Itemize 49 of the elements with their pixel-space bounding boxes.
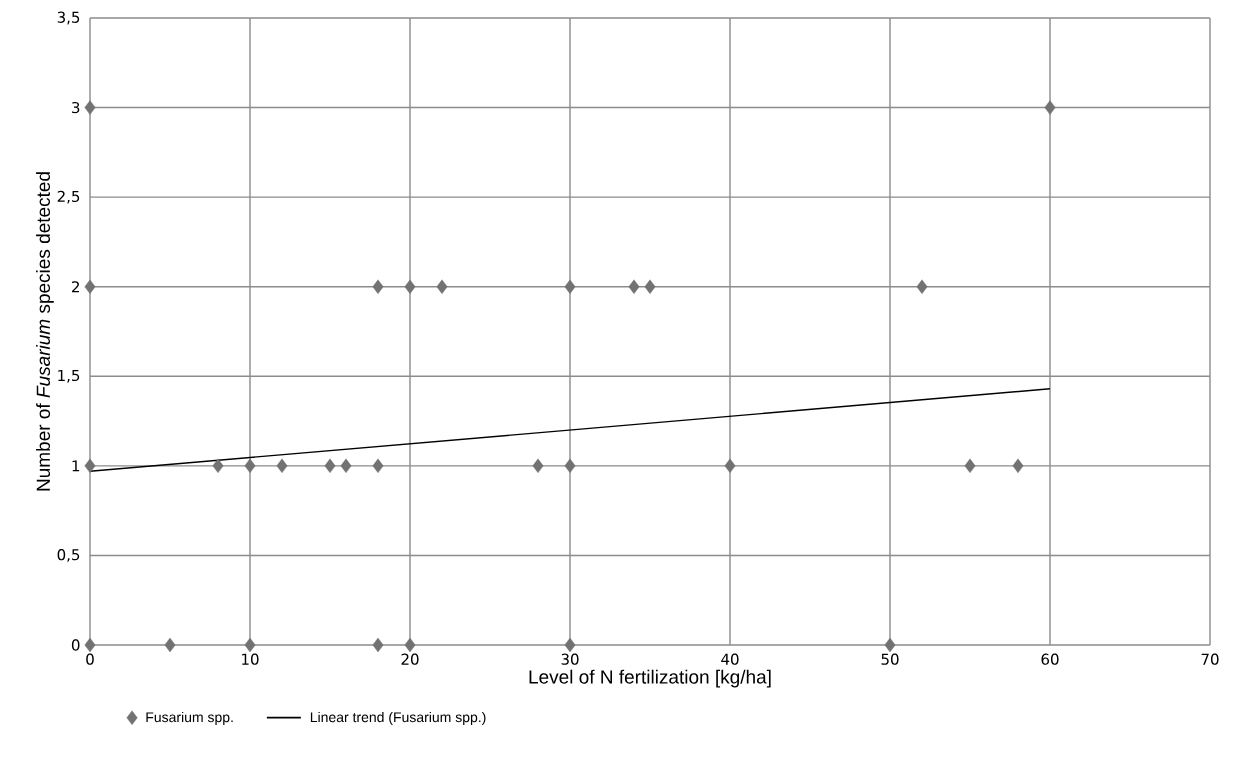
point [964, 458, 976, 474]
point [244, 637, 256, 653]
x-tick-label: 70 [1201, 653, 1219, 665]
point [916, 279, 928, 294]
point [244, 458, 256, 474]
point [372, 458, 384, 474]
point [84, 458, 96, 474]
x-tick-label: 30 [561, 653, 579, 665]
point [1044, 100, 1056, 115]
point [884, 637, 896, 653]
point [84, 637, 96, 653]
point [372, 637, 384, 653]
y-tick-label: 3,5 [57, 11, 80, 25]
point [628, 279, 640, 294]
point [564, 458, 576, 474]
x-tick-label: 10 [242, 653, 259, 665]
y-tick-label: 1 [72, 460, 80, 472]
y-axis-title: Number of Fusarium species detected [36, 172, 54, 491]
point [276, 458, 288, 474]
x-tick-label: 50 [881, 653, 899, 665]
y-tick-label: 0 [71, 639, 80, 651]
x-axis-title: Level of N fertilization [kg/ha] [529, 669, 771, 688]
point [436, 279, 448, 294]
point [212, 458, 224, 474]
x-tick-label: 0 [86, 653, 94, 665]
point [532, 458, 544, 474]
point [404, 637, 416, 653]
x-tick-label: 60 [1041, 653, 1059, 665]
point [564, 637, 576, 653]
x-tick-label: 40 [721, 653, 739, 665]
y-tick-label: 1,5 [58, 369, 80, 383]
point [404, 279, 416, 294]
point [84, 100, 96, 115]
point [324, 458, 336, 474]
y-tick-label: 0,5 [57, 548, 80, 562]
y-tick-label: 3 [72, 101, 80, 114]
point [724, 458, 736, 474]
x-tick-label: 20 [401, 653, 419, 665]
point [372, 279, 384, 294]
point [1012, 458, 1024, 474]
legend-label: Fusarium spp. [146, 711, 233, 725]
point [164, 637, 176, 653]
y-tick-label: 2 [72, 281, 79, 293]
point [340, 458, 352, 474]
legend-label: Linear trend (Fusarium spp.) [310, 711, 486, 725]
point [84, 279, 96, 294]
point [644, 279, 656, 294]
point [564, 279, 576, 294]
y-tick-label: 2,5 [57, 190, 80, 204]
